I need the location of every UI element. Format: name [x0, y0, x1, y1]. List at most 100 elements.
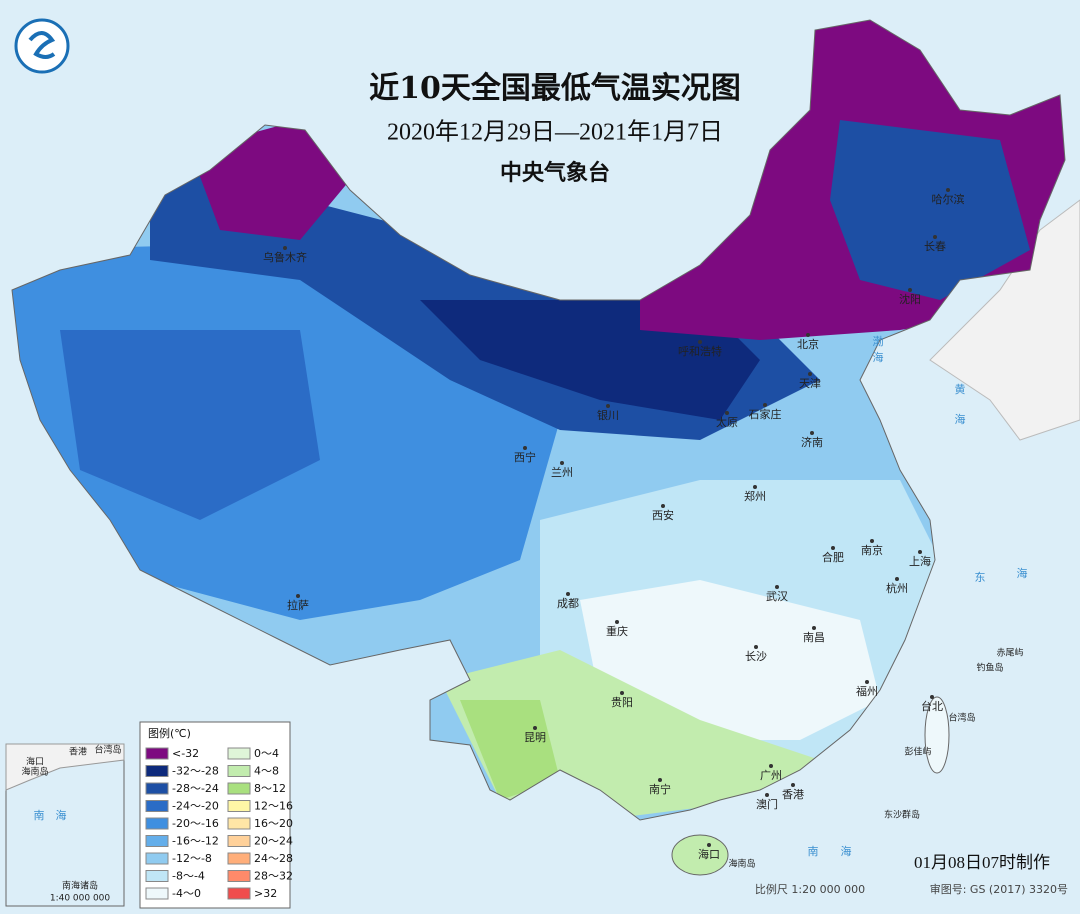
- legend-label: -20～-16: [172, 817, 219, 830]
- place-label: 东: [975, 571, 986, 584]
- legend-title: 图例(℃): [148, 726, 191, 740]
- legend-swatch: [227, 887, 251, 900]
- place-label: 东沙群岛: [884, 809, 920, 821]
- legend-swatch: [227, 835, 251, 847]
- place-label: 海: [841, 844, 852, 858]
- legend-swatch: [145, 887, 169, 900]
- legend-label: -8～-4: [172, 870, 205, 883]
- place-label: 钓鱼岛: [976, 662, 1003, 674]
- city-label: 沈阳: [899, 292, 921, 306]
- city-label: 南京: [861, 543, 883, 557]
- legend-swatch: [227, 852, 251, 865]
- city-dot: [661, 504, 665, 508]
- legend-label: 0～4: [254, 747, 279, 760]
- legend-swatch: [227, 870, 251, 882]
- legend-label: 24～28: [254, 852, 293, 865]
- city-label: 广州: [760, 769, 782, 782]
- place-label: 台湾岛: [948, 712, 975, 724]
- place-label: 海: [873, 350, 884, 364]
- city-label: 杭州: [886, 581, 908, 595]
- city-label: 郑州: [744, 489, 766, 503]
- inset-label: 南 海: [34, 808, 67, 822]
- city-dot: [918, 550, 922, 554]
- city-dot: [765, 793, 769, 797]
- city-label: 天津: [799, 377, 821, 390]
- approval: 审图号: GS (2017) 3320号: [930, 882, 1068, 896]
- city-dot: [775, 585, 779, 589]
- city-dot: [769, 764, 773, 768]
- legend-label: 16～20: [254, 817, 293, 830]
- city-label: 长沙: [745, 650, 767, 663]
- inset-label: 台湾岛: [94, 744, 121, 756]
- legend-swatch: [145, 800, 169, 812]
- city-dot: [283, 246, 287, 250]
- place-label: 海: [955, 412, 966, 426]
- place-label: 黄: [955, 382, 966, 396]
- city-dot: [707, 843, 711, 847]
- legend-swatch: [145, 747, 169, 760]
- city-label: 海口: [698, 847, 720, 861]
- city-label: 重庆: [606, 624, 628, 638]
- city-label: 香港: [782, 788, 804, 801]
- place-label: 渤: [873, 335, 884, 348]
- city-dot: [946, 188, 950, 192]
- city-dot: [615, 620, 619, 624]
- city-label: 成都: [557, 597, 579, 610]
- place-label: 赤尾屿: [996, 648, 1023, 659]
- city-dot: [808, 372, 812, 376]
- hainan-island: [671, 834, 729, 876]
- legend-label: 12～16: [254, 800, 293, 813]
- city-dot: [698, 340, 702, 344]
- inset-label: 香港: [69, 746, 87, 758]
- legend-label: 8～12: [254, 782, 286, 795]
- city-label: 长春: [924, 240, 946, 253]
- legend-label: 4～8: [254, 765, 279, 778]
- legend-swatch: [145, 870, 169, 882]
- taiwan-island: [924, 696, 950, 774]
- legend-swatch: [227, 765, 251, 777]
- legend-swatch: [145, 852, 169, 865]
- city-dot: [930, 695, 934, 699]
- city-label: 台北: [921, 699, 943, 713]
- city-dot: [810, 431, 814, 435]
- city-label: 上海: [909, 554, 931, 568]
- city-dot: [865, 680, 869, 684]
- legend-label: -24～-20: [172, 800, 219, 813]
- city-dot: [620, 691, 624, 695]
- city-label: 昆明: [524, 731, 546, 744]
- city-label: 呼和浩特: [678, 344, 722, 358]
- legend-swatch: [145, 765, 169, 777]
- legend-label: -16～-12: [172, 835, 219, 848]
- place-label: 南: [808, 845, 819, 858]
- city-label: 哈尔滨: [932, 192, 965, 206]
- city-label: 北京: [797, 337, 819, 351]
- city-label: 合肥: [822, 550, 844, 564]
- city-label: 西安: [652, 508, 674, 522]
- logo-mark: [28, 31, 56, 59]
- city-label: 武汉: [766, 590, 788, 603]
- city-dot: [754, 645, 758, 649]
- city-dot: [791, 783, 795, 787]
- city-dot: [658, 778, 662, 782]
- inset-title: 南海诸岛: [62, 880, 98, 892]
- legend-swatch: [145, 782, 169, 795]
- city-label: 太原: [716, 416, 738, 429]
- legend-label: -32～-28: [172, 765, 219, 778]
- city-label: 澳门: [756, 797, 778, 811]
- place-label: 海南岛: [728, 858, 755, 870]
- city-dot: [606, 404, 610, 408]
- city-label: 南昌: [803, 631, 825, 644]
- agency: 中央气象台: [500, 160, 610, 186]
- city-label: 西宁: [514, 450, 536, 464]
- city-label: 兰州: [551, 466, 573, 479]
- made-time: 01月08日07时制作: [914, 853, 1050, 872]
- legend-swatch: [227, 800, 251, 812]
- legend-swatch: [145, 835, 169, 847]
- city-dot: [831, 546, 835, 550]
- inset-label: 海南岛: [21, 766, 48, 778]
- city-label: 济南: [801, 435, 823, 449]
- city-label: 贵阳: [611, 696, 633, 709]
- city-label: 乌鲁木齐: [263, 250, 307, 264]
- city-dot: [908, 288, 912, 292]
- place-label: 海: [1017, 566, 1028, 580]
